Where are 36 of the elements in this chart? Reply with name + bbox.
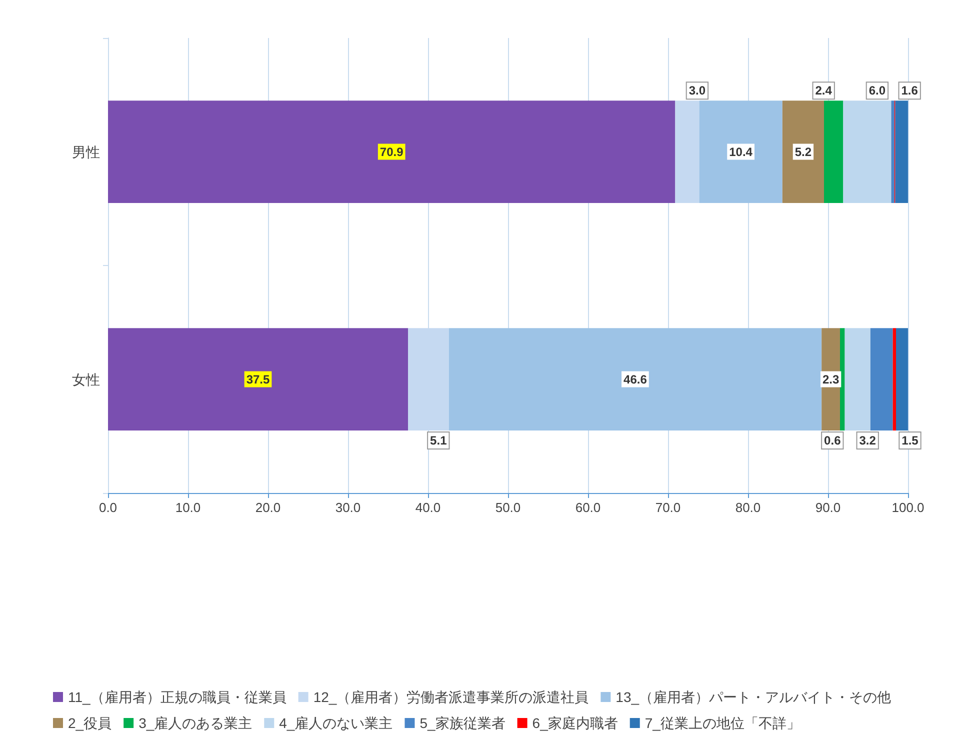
data-label: 46.6	[624, 372, 648, 386]
data-label: 0.6	[824, 433, 842, 448]
data-label: 1.6	[901, 84, 918, 98]
data-label: 5.2	[794, 144, 812, 159]
legend-label: 13_（雇用者）パート・アルバイト・その他	[616, 689, 892, 705]
x-tick-label: 30.0	[335, 500, 361, 515]
data-label: 5.1	[430, 433, 448, 448]
legend-label: 11_（雇用者）正規の職員・従業員	[68, 689, 286, 705]
x-tick-label: 80.0	[735, 500, 761, 515]
legend-label: 7_従業上の地位「不詳」	[644, 715, 800, 731]
data-label: 3.0	[688, 84, 706, 98]
y-tick-label: 女性	[72, 371, 100, 388]
x-tick-label: 20.0	[255, 500, 281, 515]
x-tick-label: 0.0	[98, 500, 118, 515]
data-label: 2.4	[815, 84, 832, 98]
x-tick-label: 50.0	[495, 500, 521, 515]
data-label: 10.4	[729, 144, 753, 159]
x-tick-label: 10.0	[175, 500, 201, 515]
legend-label: 12_（雇用者）労働者派遣事業所の派遣社員	[313, 689, 589, 705]
x-tick-label: 70.0	[655, 500, 681, 515]
x-tick-label: 40.0	[415, 500, 441, 515]
legend-label: 6_家庭内職者	[532, 715, 618, 731]
data-label: 6.0	[868, 84, 886, 98]
x-tick-label: 100.0	[892, 500, 924, 515]
data-label: 2.3	[822, 372, 840, 386]
legend-label: 4_雇人のない業主	[279, 715, 393, 731]
data-label: 3.2	[859, 433, 876, 448]
data-label: 37.5	[246, 372, 270, 386]
data-label: 1.5	[902, 433, 919, 448]
legend-label: 2_役員	[68, 715, 112, 731]
y-tick-label: 男性	[72, 144, 100, 160]
legend-label: 5_家族従業者	[420, 715, 506, 731]
legend-label: 3_雇人のある業主	[138, 715, 252, 731]
x-tick-label: 60.0	[575, 500, 601, 515]
data-label: 70.9	[380, 144, 404, 159]
x-tick-label: 90.0	[815, 500, 841, 515]
